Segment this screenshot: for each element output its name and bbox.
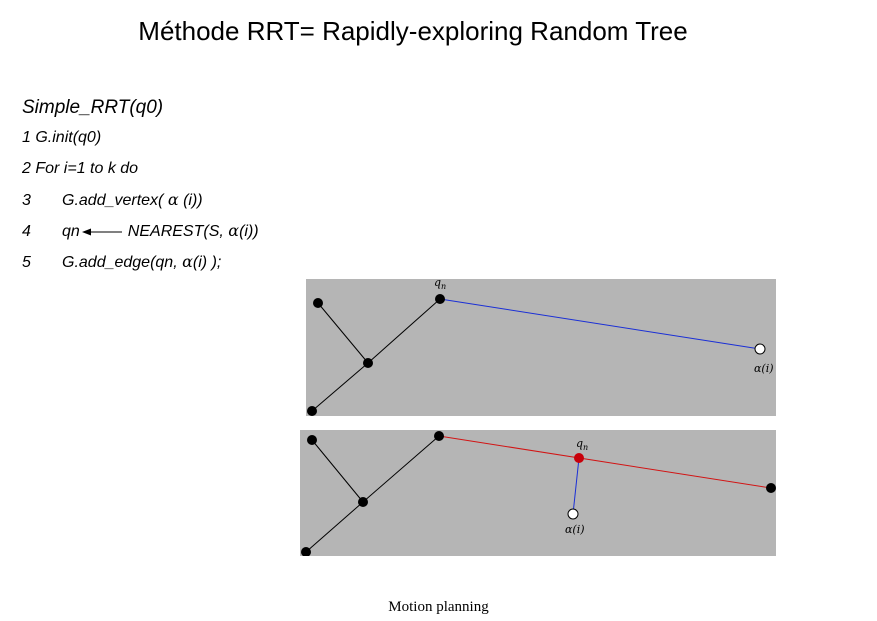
algorithm-line-2: 2 For i=1 to k do <box>22 160 139 177</box>
rrt-nearest-diagram: qn α(i) <box>300 430 776 556</box>
extension-edge <box>439 298 761 350</box>
tree-node <box>766 483 776 493</box>
nearest-arg: (i)) <box>239 223 259 240</box>
tree-node <box>307 435 317 445</box>
line-number: 5 <box>22 254 31 271</box>
slide-title: Méthode RRT= Rapidly-exploring Random Tr… <box>138 16 688 46</box>
alpha-label: α(i) <box>754 362 774 375</box>
slide-footer: Motion planning <box>388 599 489 615</box>
tree-edge <box>311 362 369 412</box>
add-edge-call: G.add_edge(qn, <box>62 254 183 271</box>
extension-edge <box>438 435 772 489</box>
tree-edge <box>317 302 369 364</box>
tree-node-qn <box>435 294 445 304</box>
alpha-symbol: α <box>228 221 240 240</box>
line-number: 3 <box>22 192 31 209</box>
algorithm-line-5: 5 G.add_edge(qn, α(i) ); <box>22 246 259 277</box>
assign-arrow-icon <box>81 228 122 236</box>
random-sample-node <box>567 508 579 520</box>
qn-label: qn <box>434 279 446 291</box>
algorithm-line-3: 3 G.add_vertex( α (i)) <box>22 184 259 215</box>
nearest-qn-node <box>574 453 584 463</box>
tree-node <box>307 406 317 416</box>
algorithm-line-1: 1 G.init(q0) <box>22 129 102 146</box>
rrt-extension-canvas: qn α(i) <box>307 279 774 416</box>
tree-edge <box>362 435 440 503</box>
new-edge <box>572 457 580 515</box>
algorithm-signature: Simple_RRT(q0) <box>22 97 164 118</box>
tree-edge <box>367 298 441 364</box>
tree-node <box>363 358 373 368</box>
add-edge-arg: (i) ); <box>192 254 222 271</box>
add-vertex-call: G.add_vertex( <box>62 192 168 209</box>
tree-edge <box>311 439 364 503</box>
algorithm-line-4: 4 qn NEAREST(S, α(i)) <box>22 215 259 246</box>
add-vertex-arg: (i)) <box>178 192 203 209</box>
nearest-call: NEAREST(S, <box>127 223 229 240</box>
qn-variable: qn <box>62 223 80 240</box>
tree-node <box>301 547 311 556</box>
tree-node <box>358 497 368 507</box>
rrt-extension-diagram: qn α(i) <box>306 279 776 416</box>
random-sample-node <box>754 343 766 355</box>
alpha-label: α(i) <box>565 523 585 536</box>
tree-node <box>313 298 323 308</box>
algorithm-pseudocode: Simple_RRT(q0) 1 G.init(q0) 2 For i=1 to… <box>22 94 259 277</box>
rrt-nearest-canvas: qn α(i) <box>301 431 776 556</box>
tree-node <box>434 431 444 441</box>
alpha-symbol: α <box>182 252 193 271</box>
alpha-symbol: α <box>167 190 179 209</box>
line-number: 4 <box>22 223 31 240</box>
qn-label: qn <box>576 437 588 452</box>
tree-edge <box>305 501 364 553</box>
